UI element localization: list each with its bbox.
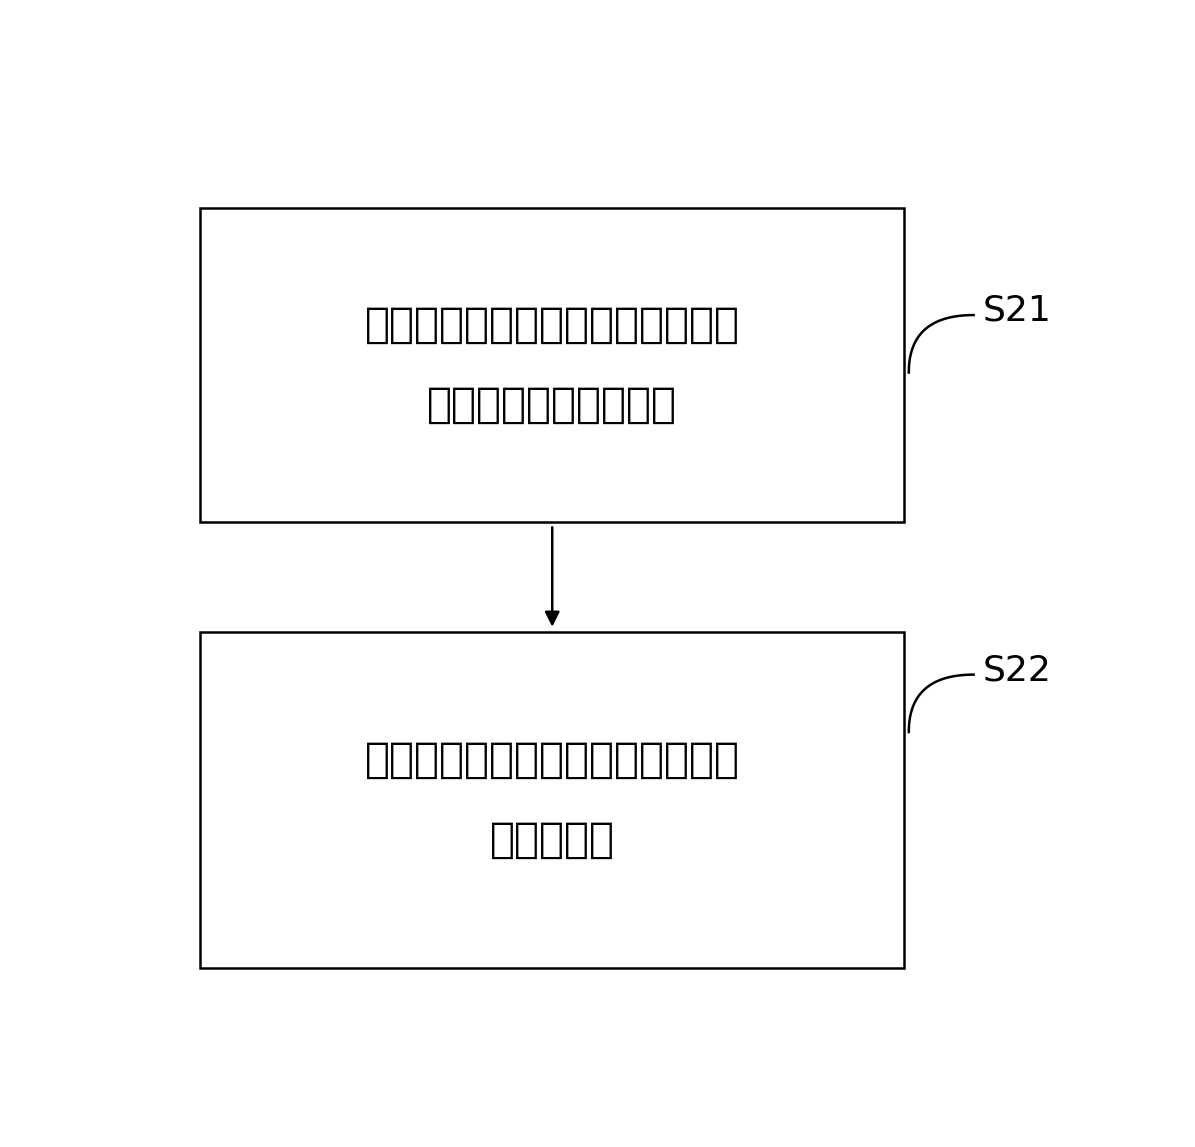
Text: 预设与运行机器人行驶速度和传感: 预设与运行机器人行驶速度和传感 <box>364 304 740 346</box>
Text: S21: S21 <box>982 294 1052 328</box>
Text: S22: S22 <box>982 653 1052 687</box>
Text: 根据所述接缝距离得到所述接缝区: 根据所述接缝距离得到所述接缝区 <box>364 740 740 781</box>
Bar <box>201 632 905 968</box>
Text: 器量程相关的接缝距离: 器量程相关的接缝距离 <box>428 384 678 426</box>
Text: 的区域范围: 的区域范围 <box>490 819 614 860</box>
Bar <box>201 209 905 522</box>
